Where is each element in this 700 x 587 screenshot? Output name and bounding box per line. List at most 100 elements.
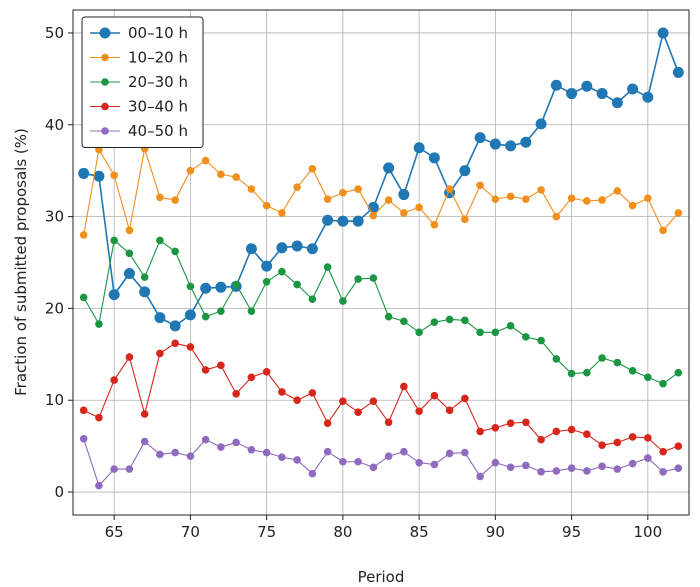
data-point bbox=[337, 215, 349, 227]
y-tick-label: 30 bbox=[45, 208, 64, 226]
data-point bbox=[232, 173, 240, 181]
legend-marker bbox=[101, 127, 109, 135]
y-axis-label: Fraction of submitted proposals (%) bbox=[12, 128, 30, 396]
data-point bbox=[79, 293, 88, 302]
data-point bbox=[659, 468, 667, 476]
series-0 bbox=[78, 27, 684, 332]
data-point bbox=[140, 410, 149, 418]
legend-label: 20–30 h bbox=[128, 73, 188, 91]
y-tick-label: 10 bbox=[45, 391, 64, 409]
data-point bbox=[644, 434, 652, 442]
data-point bbox=[171, 196, 179, 204]
data-point bbox=[156, 349, 164, 358]
data-point bbox=[278, 267, 286, 276]
data-point bbox=[186, 282, 195, 291]
data-point bbox=[644, 194, 652, 203]
series-2 bbox=[79, 236, 683, 388]
data-point bbox=[262, 367, 271, 376]
series-line bbox=[83, 32, 680, 327]
axis-ticks: 65 70 75 80 85 90 95 100 0 10 20 30 40 50 bbox=[45, 24, 662, 541]
x-tick-label: 75 bbox=[257, 523, 276, 541]
data-point bbox=[369, 397, 378, 405]
data-point bbox=[476, 427, 484, 436]
data-point bbox=[672, 66, 684, 78]
data-point bbox=[428, 152, 440, 164]
legend-marker bbox=[101, 53, 109, 62]
data-point bbox=[552, 355, 561, 363]
data-point bbox=[506, 419, 515, 427]
data-point bbox=[598, 196, 606, 204]
data-point bbox=[140, 273, 149, 281]
data-point bbox=[506, 322, 515, 330]
data-point bbox=[201, 312, 210, 321]
data-point bbox=[169, 320, 181, 332]
data-point bbox=[430, 460, 439, 469]
data-point bbox=[445, 315, 454, 324]
data-point bbox=[247, 185, 256, 193]
data-point bbox=[628, 201, 637, 210]
data-point bbox=[108, 289, 120, 301]
data-point bbox=[154, 312, 166, 324]
data-point bbox=[445, 185, 454, 193]
data-point bbox=[201, 366, 210, 374]
x-tick-label: 85 bbox=[410, 523, 429, 541]
data-point bbox=[491, 458, 500, 467]
data-point bbox=[276, 242, 288, 254]
legend-label: 10–20 h bbox=[128, 49, 188, 67]
legend-marker bbox=[101, 78, 109, 86]
data-point bbox=[537, 435, 545, 444]
data-point bbox=[461, 448, 469, 457]
data-point bbox=[339, 188, 347, 197]
data-point bbox=[215, 281, 227, 293]
data-point bbox=[430, 318, 439, 326]
data-point bbox=[522, 195, 530, 203]
data-point bbox=[644, 454, 652, 462]
data-point bbox=[308, 469, 317, 478]
data-point bbox=[506, 463, 515, 472]
data-point bbox=[232, 438, 240, 447]
data-point bbox=[384, 418, 393, 427]
data-point bbox=[384, 452, 393, 461]
data-point bbox=[598, 354, 606, 362]
data-point bbox=[140, 437, 149, 446]
data-point bbox=[322, 214, 334, 226]
data-point bbox=[627, 83, 639, 95]
data-point bbox=[491, 195, 500, 203]
data-point bbox=[171, 247, 179, 256]
data-point bbox=[139, 286, 151, 298]
legend-label: 30–40 h bbox=[128, 98, 188, 116]
data-point bbox=[476, 472, 484, 481]
data-point bbox=[156, 193, 164, 202]
data-point bbox=[200, 282, 212, 294]
data-point bbox=[110, 236, 118, 245]
data-point bbox=[95, 413, 103, 422]
data-point bbox=[674, 464, 683, 472]
data-point bbox=[567, 194, 576, 203]
data-point bbox=[611, 97, 623, 109]
data-point bbox=[354, 457, 362, 466]
plot-frame bbox=[72, 9, 690, 516]
data-point bbox=[293, 183, 301, 192]
data-point bbox=[474, 132, 486, 144]
data-point bbox=[110, 171, 118, 180]
data-point bbox=[583, 430, 591, 439]
series-line bbox=[83, 438, 679, 487]
data-point bbox=[461, 394, 469, 403]
data-point bbox=[156, 450, 164, 459]
data-point bbox=[567, 464, 576, 472]
data-point bbox=[537, 336, 545, 345]
data-point bbox=[201, 156, 210, 165]
data-point bbox=[461, 215, 469, 224]
data-point bbox=[354, 185, 362, 193]
data-point bbox=[583, 197, 591, 205]
y-tick-label: 40 bbox=[45, 116, 64, 134]
data-point bbox=[369, 211, 378, 220]
data-point bbox=[537, 468, 545, 476]
x-tick-label: 80 bbox=[333, 523, 352, 541]
data-point bbox=[674, 442, 683, 450]
data-point bbox=[445, 449, 454, 458]
data-point bbox=[674, 209, 683, 217]
data-point bbox=[79, 406, 88, 415]
data-point bbox=[596, 88, 608, 100]
data-point bbox=[567, 369, 576, 378]
